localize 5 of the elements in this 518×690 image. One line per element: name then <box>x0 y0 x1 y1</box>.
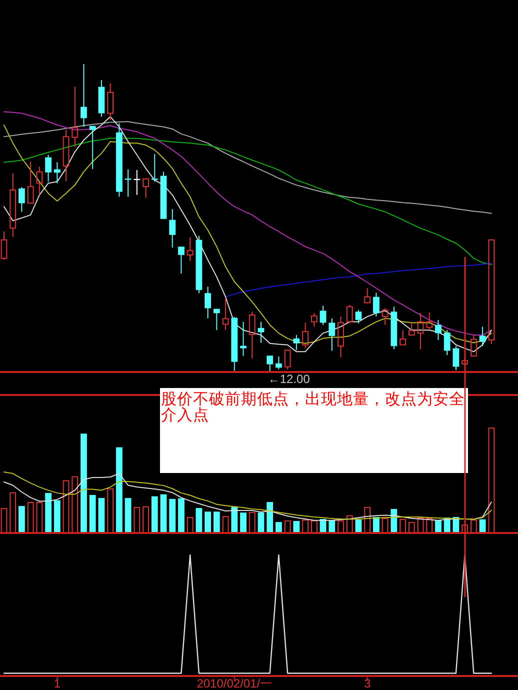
x-tick-label: 2010/02/01/一 <box>196 676 272 690</box>
annotation: ←12.00 <box>268 372 310 386</box>
note: 股价不破前期低点，出现地量，改点为安全介入点 <box>160 388 468 473</box>
x-tick-label: 1 <box>54 676 60 690</box>
x-tick-label: 3 <box>364 676 371 690</box>
